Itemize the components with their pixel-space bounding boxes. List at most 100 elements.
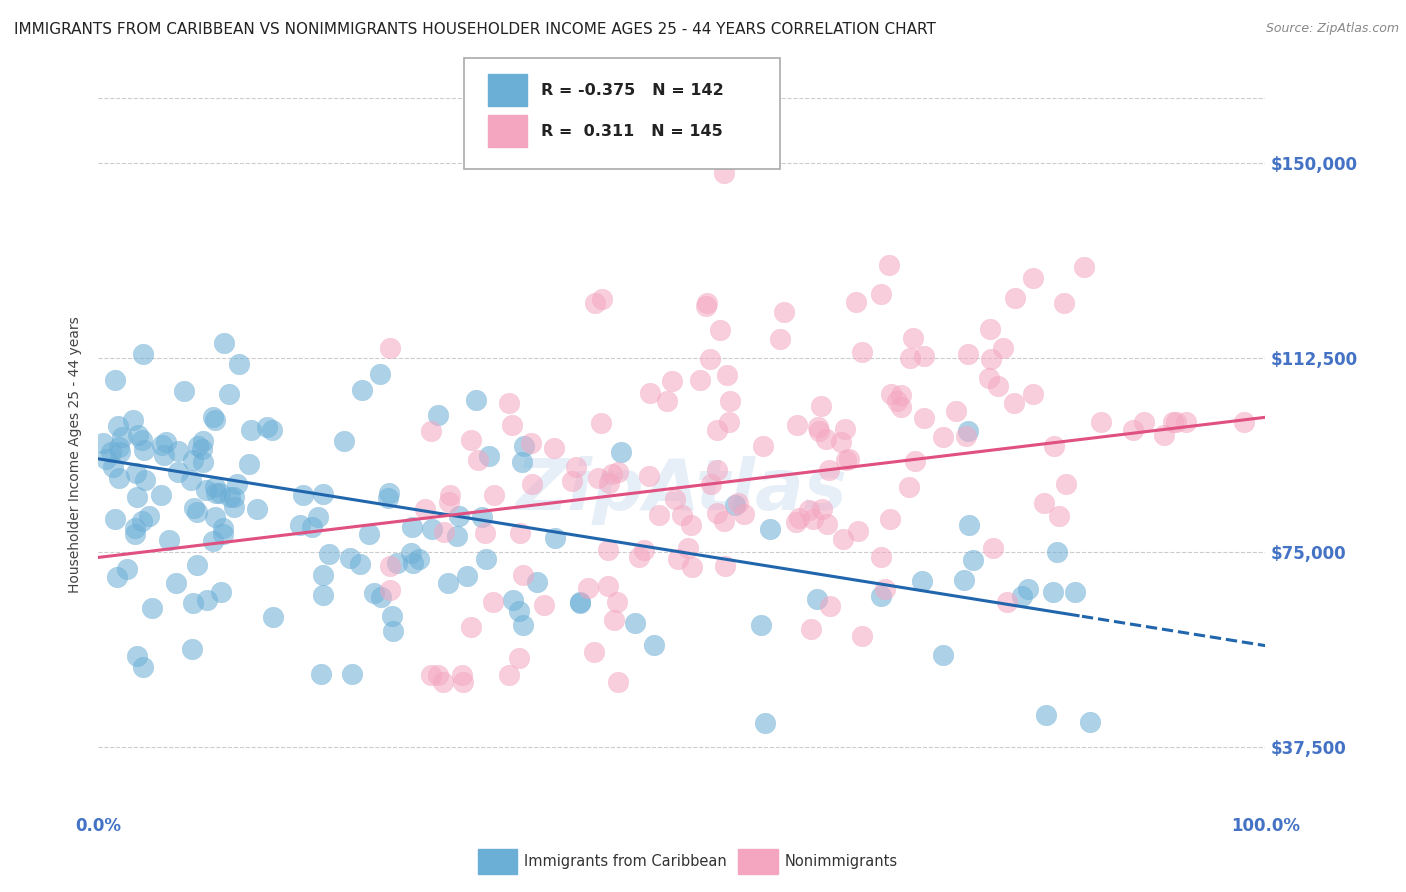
Point: [474, 526, 496, 541]
Point: [955, 429, 977, 443]
Point: [100, 445, 122, 459]
Point: [134, 442, 156, 457]
Point: [432, 675, 454, 690]
Point: [381, 609, 404, 624]
Point: [108, 445, 131, 459]
Point: [1022, 271, 1045, 285]
Point: [678, 541, 700, 556]
Point: [1133, 416, 1156, 430]
Point: [218, 490, 240, 504]
Point: [427, 408, 450, 422]
Point: [681, 517, 703, 532]
Point: [205, 485, 228, 500]
Point: [498, 668, 520, 682]
Point: [666, 552, 689, 566]
Point: [122, 412, 145, 426]
Point: [209, 584, 232, 599]
Point: [520, 436, 543, 450]
Point: [107, 440, 129, 454]
Point: [754, 716, 776, 731]
Point: [380, 341, 402, 355]
Point: [446, 529, 468, 543]
Point: [132, 660, 155, 674]
Point: [498, 396, 520, 410]
Point: [1161, 416, 1184, 430]
Point: [797, 503, 820, 517]
Point: [706, 506, 728, 520]
Point: [831, 533, 853, 547]
Point: [808, 424, 831, 438]
Point: [643, 638, 665, 652]
Point: [910, 574, 932, 588]
Point: [218, 386, 240, 401]
Point: [1233, 416, 1256, 430]
Point: [624, 616, 647, 631]
Point: [260, 423, 283, 437]
Point: [467, 452, 489, 467]
Point: [931, 429, 953, 443]
Point: [759, 521, 782, 535]
Point: [103, 460, 125, 475]
Point: [150, 438, 173, 452]
Point: [1022, 386, 1045, 401]
Point: [720, 393, 742, 408]
Point: [183, 501, 205, 516]
Point: [238, 457, 260, 471]
Point: [901, 331, 924, 345]
Point: [561, 474, 583, 488]
Point: [568, 594, 591, 608]
Point: [288, 518, 311, 533]
Point: [785, 515, 807, 529]
Point: [870, 287, 893, 301]
Point: [377, 486, 399, 500]
Point: [818, 599, 841, 614]
Point: [201, 533, 224, 548]
Point: [533, 598, 555, 612]
Point: [600, 467, 623, 482]
Point: [402, 556, 425, 570]
Point: [565, 459, 588, 474]
Point: [195, 483, 218, 497]
Point: [890, 400, 912, 414]
Point: [108, 471, 131, 485]
Point: [186, 505, 208, 519]
Point: [723, 498, 745, 512]
Point: [377, 491, 399, 505]
Point: [1035, 707, 1057, 722]
Point: [583, 296, 606, 310]
Point: [873, 582, 896, 597]
Point: [204, 510, 226, 524]
Point: [801, 512, 824, 526]
Point: [1153, 428, 1175, 442]
Point: [995, 595, 1018, 609]
Point: [125, 490, 148, 504]
Point: [311, 588, 333, 602]
Point: [413, 502, 436, 516]
Point: [718, 415, 741, 429]
Point: [749, 618, 772, 632]
Point: [898, 351, 921, 365]
Point: [727, 496, 749, 510]
Point: [870, 589, 893, 603]
Point: [713, 559, 735, 574]
Point: [318, 547, 340, 561]
Point: [104, 512, 127, 526]
Point: [359, 527, 381, 541]
Point: [655, 394, 678, 409]
Point: [401, 519, 423, 533]
Point: [638, 385, 661, 400]
Point: [191, 442, 214, 457]
Point: [309, 667, 332, 681]
Point: [117, 562, 139, 576]
Point: [695, 299, 717, 313]
Point: [134, 473, 156, 487]
Point: [607, 675, 630, 690]
Point: [183, 596, 205, 610]
Point: [131, 514, 153, 528]
Point: [307, 510, 329, 524]
Point: [212, 335, 235, 350]
Point: [543, 441, 565, 455]
Point: [664, 491, 686, 506]
Point: [202, 409, 225, 424]
Point: [222, 490, 245, 504]
